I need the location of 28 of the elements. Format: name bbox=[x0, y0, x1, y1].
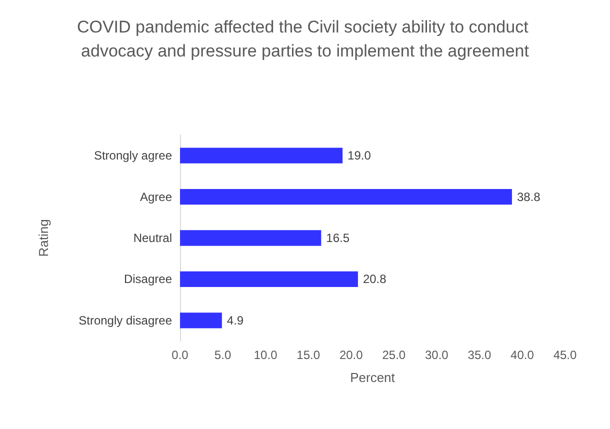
chart-title: COVID pandemic affected the Civil society ability to conduct advocacy and pressure parties to implement the agreement bbox=[76, 18, 534, 60]
x-tick-label: 35.0 bbox=[468, 348, 492, 362]
y-tick-label: Disagree bbox=[124, 272, 172, 286]
bar bbox=[180, 312, 222, 328]
x-tick-label: 40.0 bbox=[510, 348, 534, 362]
x-tick-label: 25.0 bbox=[382, 348, 406, 362]
data-label: 38.8 bbox=[516, 190, 541, 204]
bar bbox=[180, 271, 358, 288]
bar bbox=[180, 148, 343, 164]
x-tick-label: 0.0 bbox=[172, 348, 189, 362]
y-tick-label: Strongly disagree bbox=[78, 313, 172, 328]
bar bbox=[180, 230, 322, 246]
y-tick-label: Neutral bbox=[133, 231, 172, 245]
data-label: 16.5 bbox=[326, 231, 350, 245]
x-tick-label: 15.0 bbox=[296, 348, 320, 362]
x-axis-title: Percent bbox=[350, 370, 396, 385]
y-axis-title: Rating bbox=[36, 219, 51, 257]
y-tick-label: Strongly agree bbox=[94, 148, 172, 163]
x-tick-label: 20.0 bbox=[339, 348, 364, 362]
x-tick-label: 30.0 bbox=[424, 348, 449, 362]
x-tick-label: 10.0 bbox=[254, 348, 278, 362]
data-label: 19.0 bbox=[348, 148, 372, 163]
x-tick-label: 45.0 bbox=[553, 348, 577, 362]
data-label: 20.8 bbox=[362, 272, 387, 286]
bar bbox=[180, 188, 512, 205]
x-tick-label: 5.0 bbox=[214, 348, 232, 362]
data-label: 4.9 bbox=[226, 313, 244, 328]
y-tick-label: Agree bbox=[140, 190, 172, 204]
